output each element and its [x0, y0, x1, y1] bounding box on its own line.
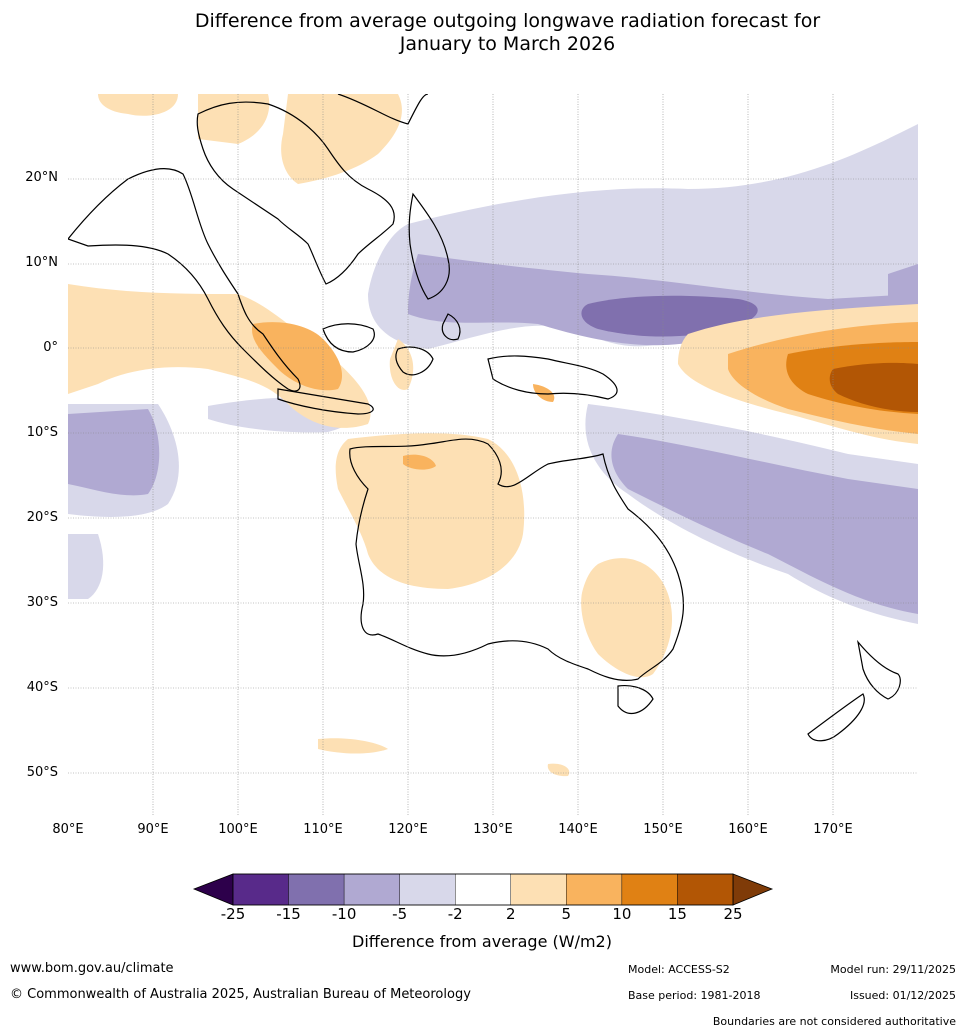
base-period-text: Base period: 1981-2018	[628, 989, 761, 1002]
lon-label-110e: 110°E	[303, 822, 343, 837]
colorbar-cell	[510, 873, 567, 906]
negative-anomaly-dark	[581, 295, 758, 337]
coastlines	[68, 94, 901, 742]
map-area	[68, 94, 918, 815]
colorbar-tick-label: -5	[392, 905, 408, 923]
lat-label-20n: 20°N	[25, 170, 58, 185]
colorbar-cell	[621, 873, 678, 906]
colorbar-cell	[232, 873, 289, 906]
map-title: Difference from average outgoing longwav…	[0, 10, 965, 56]
colorbar-tick-label: 25	[723, 905, 743, 923]
lon-label-80e: 80°E	[52, 822, 84, 837]
model-run-text: Model run: 29/11/2025	[830, 963, 956, 976]
colorbar-over-arrow	[732, 873, 774, 906]
lat-label-0: 0°	[43, 340, 58, 355]
lon-label-120e: 120°E	[388, 822, 428, 837]
lat-label-30s: 30°S	[26, 595, 58, 610]
colorbar-tick-label: -2	[447, 905, 463, 923]
colorbar-tick-label: -25	[220, 905, 246, 923]
disclaimer-text: Boundaries are not considered authoritat…	[712, 1015, 956, 1028]
lat-label-40s: 40°S	[26, 680, 58, 695]
colorbar-tick-label: 5	[561, 905, 572, 923]
colorbar-border	[232, 873, 734, 906]
title-line-2: January to March 2026	[399, 33, 616, 55]
positive-anomaly-very-strong	[829, 362, 918, 412]
colorbar-tick-label: -10	[331, 905, 357, 923]
lat-label-50s: 50°S	[26, 765, 58, 780]
lon-label-150e: 150°E	[643, 822, 683, 837]
colorbar-tick-label: -15	[276, 905, 301, 923]
colorbar-cell	[566, 873, 623, 906]
colorbar-tick-label: 10	[612, 905, 632, 923]
title-line-1: Difference from average outgoing longwav…	[194, 10, 821, 32]
colorbar-cell	[399, 873, 456, 906]
graticule	[68, 94, 918, 815]
copyright-text: © Commonwealth of Australia 2025, Austra…	[10, 987, 471, 1002]
lon-label-170e: 170°E	[813, 822, 853, 837]
issued-text: Issued: 01/12/2025	[849, 989, 956, 1002]
colorbar-cell	[677, 873, 734, 906]
colorbar-cell	[343, 873, 400, 906]
lat-label-10s: 10°S	[26, 425, 58, 440]
lat-label-20s: 20°S	[26, 510, 58, 525]
map-canvas	[68, 94, 918, 815]
colorbar-tick-label: 2	[505, 905, 516, 923]
lon-label-100e: 100°E	[218, 822, 258, 837]
website-text: www.bom.gov.au/climate	[10, 961, 174, 976]
model-text: Model: ACCESS-S2	[628, 963, 730, 976]
colorbar-under-arrow	[192, 873, 234, 906]
colorbar-tick-label: 15	[667, 905, 687, 923]
lon-label-140e: 140°E	[558, 822, 598, 837]
lon-label-130e: 130°E	[473, 822, 513, 837]
lon-label-160e: 160°E	[728, 822, 768, 837]
colorbar-cell	[455, 873, 511, 906]
colorbar-title: Difference from average (W/m2)	[352, 932, 612, 951]
colorbar-cell	[288, 873, 345, 906]
lat-label-10n: 10°N	[25, 255, 58, 270]
lon-label-90e: 90°E	[137, 822, 169, 837]
colorbar	[192, 873, 774, 906]
